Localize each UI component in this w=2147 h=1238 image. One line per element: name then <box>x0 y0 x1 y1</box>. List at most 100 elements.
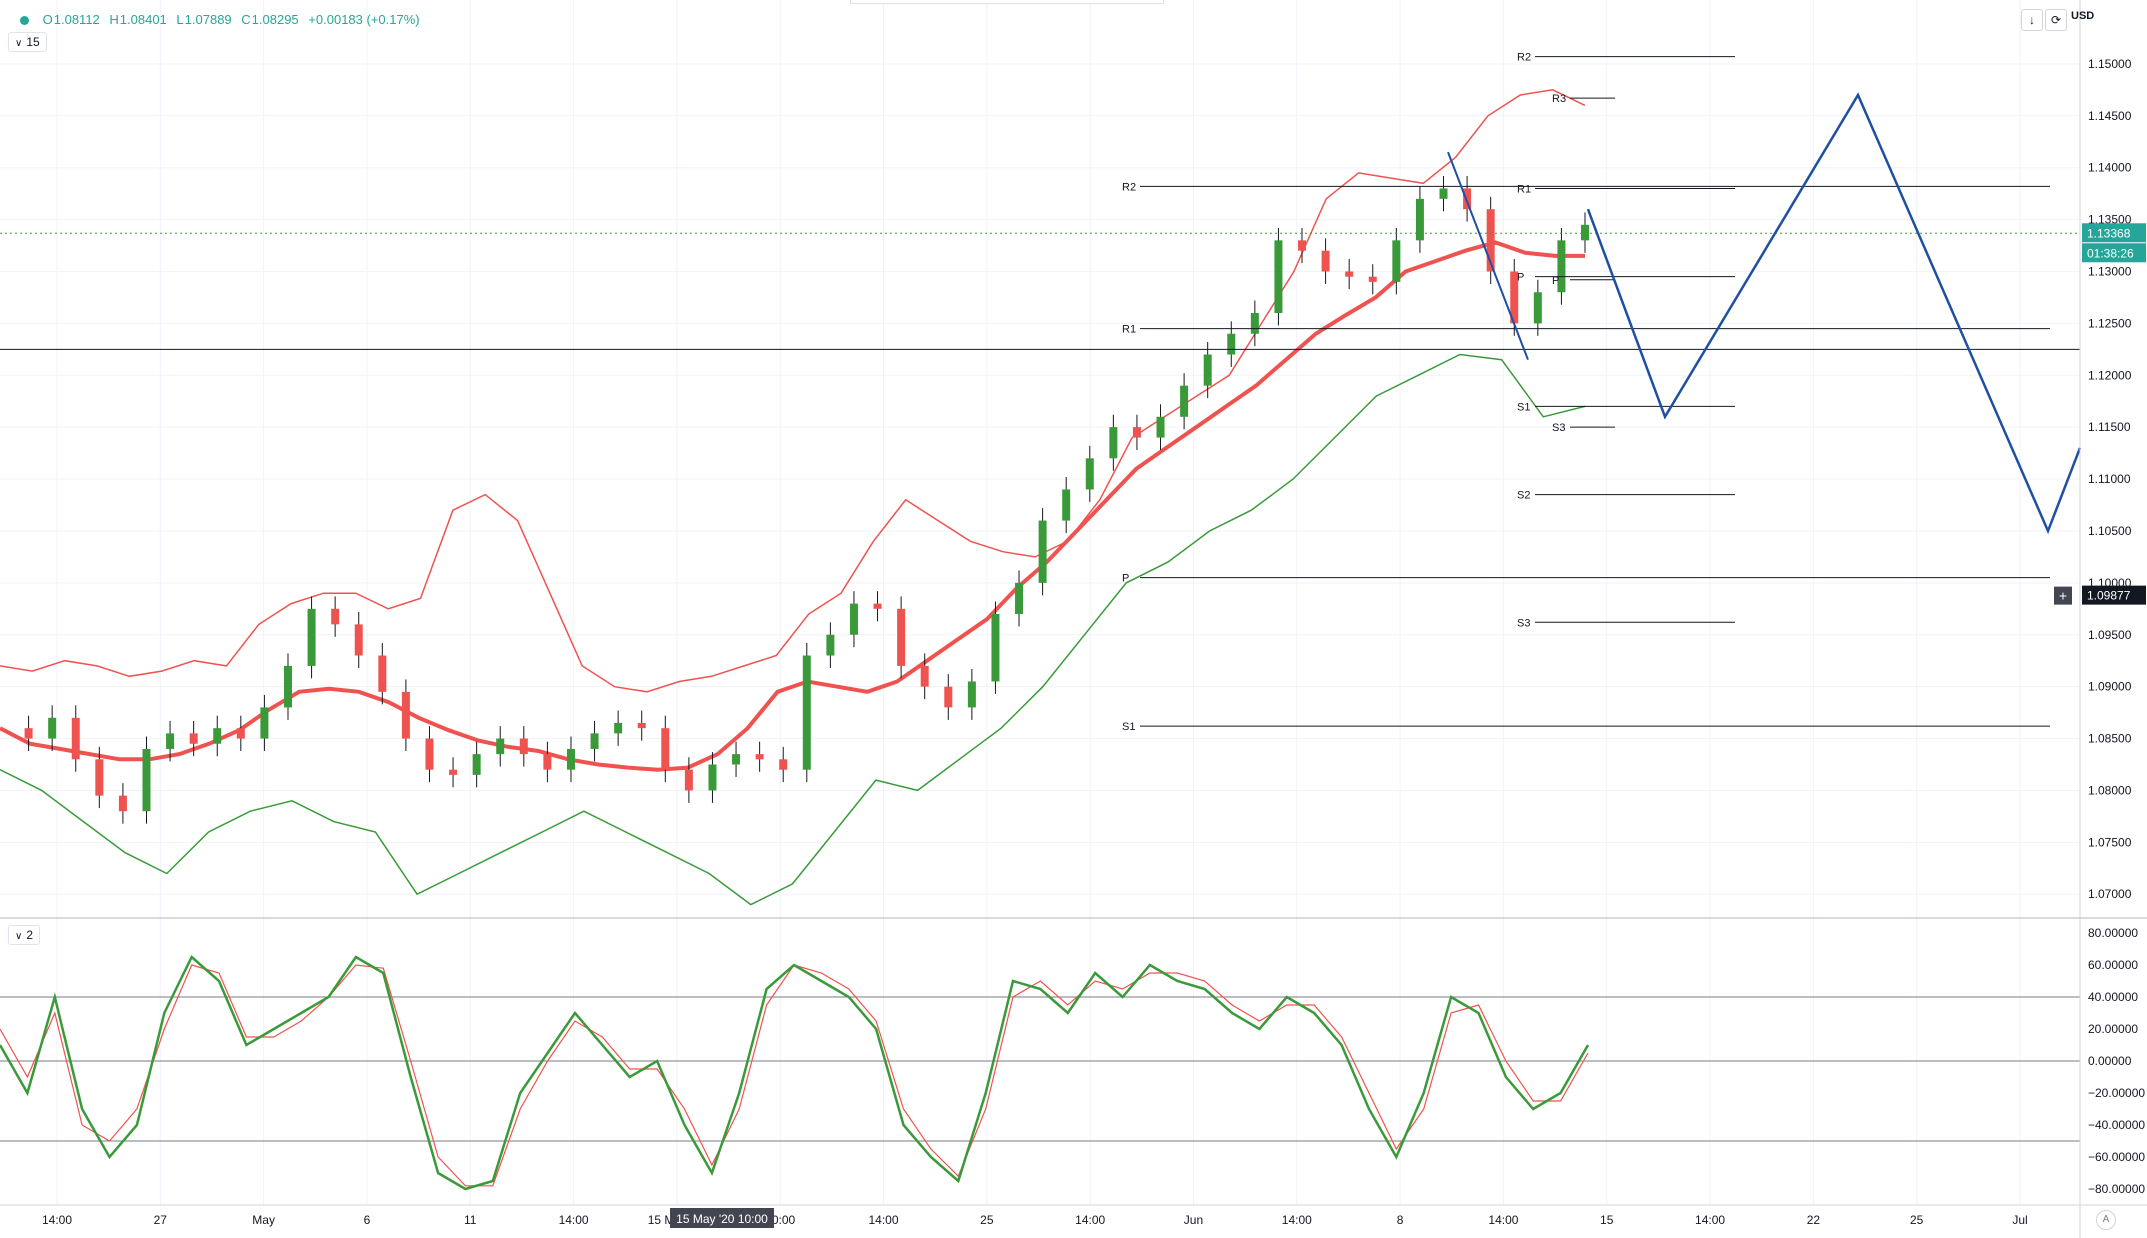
pivot-level-label: P <box>1552 275 1559 287</box>
main-pane-collapse-button[interactable]: ∨ 15 <box>8 32 47 52</box>
osc-y-tick-label: 0.00000 <box>2088 1054 2132 1068</box>
x-tick-label: Jun <box>1184 1213 1203 1227</box>
date-crosshair-value: 15 May '20 10:00 <box>676 1212 768 1226</box>
plus-icon <box>2054 586 2072 605</box>
candle-body <box>1298 240 1307 251</box>
candle-body <box>779 759 788 770</box>
pivot-level-label: S1 <box>1122 721 1135 733</box>
x-tick-label: 14:00 <box>1282 1213 1312 1227</box>
pivot-level-label: R1 <box>1517 183 1531 195</box>
candle-body <box>1392 240 1401 282</box>
candle-body <box>1581 224 1589 241</box>
countdown-badge-value: 01:38:26 <box>2087 246 2134 260</box>
y-tick-label: 1.14000 <box>2088 161 2132 175</box>
pivot-level-label: P <box>1517 272 1524 284</box>
candle-body <box>236 728 245 739</box>
candle-body <box>1557 240 1566 293</box>
arrow-down-icon[interactable]: ↓ <box>2021 9 2043 31</box>
lower-band-line <box>0 353 1586 906</box>
ohlc-legend: O1.08112 H1.08401 L1.07889 C1.08295 +0.0… <box>20 12 426 27</box>
candle-body <box>166 733 175 749</box>
candle-body <box>873 603 882 609</box>
candle-body <box>1321 250 1330 272</box>
candle-body <box>1180 385 1189 417</box>
compare-icon[interactable]: ⟳ <box>2045 9 2067 31</box>
candle-body <box>519 738 528 755</box>
candle-body <box>1486 209 1495 272</box>
pivot-level-label: R3 <box>1552 93 1566 105</box>
pivot-level-label: S3 <box>1517 617 1530 629</box>
currency-label: USD <box>2071 10 2095 22</box>
candle-body <box>1015 582 1024 614</box>
grid <box>0 0 2080 1205</box>
candle-body <box>48 717 57 739</box>
y-tick-label: 1.08000 <box>2088 783 2132 797</box>
y-tick-label: 1.09000 <box>2088 680 2132 694</box>
candle-body <box>1038 520 1047 583</box>
candle-body <box>24 728 33 739</box>
y-tick-label: 1.11000 <box>2088 472 2131 486</box>
y-tick-label: 1.13500 <box>2088 213 2132 227</box>
x-tick-label: May <box>252 1213 275 1227</box>
candle-body <box>449 769 458 775</box>
high-label: H <box>109 12 119 27</box>
candle-body <box>1250 313 1259 334</box>
x-tick-label: Jul <box>2012 1213 2027 1227</box>
candle-body <box>71 717 80 760</box>
candle-body <box>897 608 906 666</box>
candle-body <box>260 707 269 739</box>
candle-body <box>1227 333 1236 355</box>
main-pane: R2 R1 P S1 R2 R3 R1 P P S1 S3 S2 S3 <box>0 52 2082 906</box>
change-value: +0.00183 (+0.17%) <box>308 12 420 27</box>
crosshair-badge <box>2082 585 2146 605</box>
candle-body <box>1132 427 1141 438</box>
candle-body <box>307 608 316 666</box>
y-tick-label: 1.13000 <box>2088 264 2132 278</box>
candle-body <box>614 722 623 734</box>
top-drawer-handle[interactable] <box>850 0 1164 4</box>
osc-d-line <box>0 964 1589 1187</box>
candle-body <box>802 655 811 770</box>
y-tick-label: 1.15000 <box>2088 57 2132 71</box>
pivot-level-label: R2 <box>1122 181 1136 193</box>
indicator-count: 2 <box>26 928 34 942</box>
x-tick-label: 14:00 <box>559 1213 589 1227</box>
y-tick-label: 1.12500 <box>2088 316 2132 330</box>
osc-k-line <box>0 954 1590 1191</box>
candle-body <box>566 748 575 770</box>
osc-pane-collapse-button[interactable]: ∨ 2 <box>8 925 41 945</box>
x-tick-label: 25 <box>1910 1213 1924 1227</box>
osc-y-tick-label: 80.00000 <box>2088 926 2138 940</box>
y-tick-label: 1.10500 <box>2088 524 2132 538</box>
auto-scale-button[interactable]: A <box>2096 1210 2116 1230</box>
candle-body <box>590 733 599 749</box>
x-tick-label: 15 <box>1600 1213 1614 1227</box>
candle-body <box>354 624 363 656</box>
candle-body <box>967 681 976 708</box>
price-badge <box>2082 223 2146 243</box>
x-tick-label: 14:00 <box>1075 1213 1105 1227</box>
osc-y-tick-label: 40.00000 <box>2088 990 2138 1004</box>
close-value: 1.08295 <box>251 12 299 27</box>
osc-y-tick-label: −80.00000 <box>2088 1182 2145 1196</box>
oscillator-pane <box>0 954 2080 1191</box>
candle-body <box>425 738 434 770</box>
osc-y-tick-label: −60.00000 <box>2088 1150 2145 1164</box>
projection-start-leg <box>1447 151 1529 361</box>
pivot-level-label: R1 <box>1122 324 1136 336</box>
candle-body <box>142 748 151 812</box>
candle-body <box>1203 354 1212 386</box>
x-tick-label: 14:00 <box>1488 1213 1518 1227</box>
chevron-down-icon: ∨ <box>15 931 23 942</box>
candle-body <box>732 754 741 765</box>
candle-body <box>637 722 646 729</box>
y-tick-label: 1.08500 <box>2088 732 2132 746</box>
x-tick-label: 14:00 <box>42 1213 72 1227</box>
candle-body <box>1439 188 1448 199</box>
candle-body <box>331 608 340 625</box>
plus-icon-glyph: + <box>2059 588 2067 604</box>
candle-body <box>1062 489 1071 521</box>
close-label: C <box>241 12 251 27</box>
